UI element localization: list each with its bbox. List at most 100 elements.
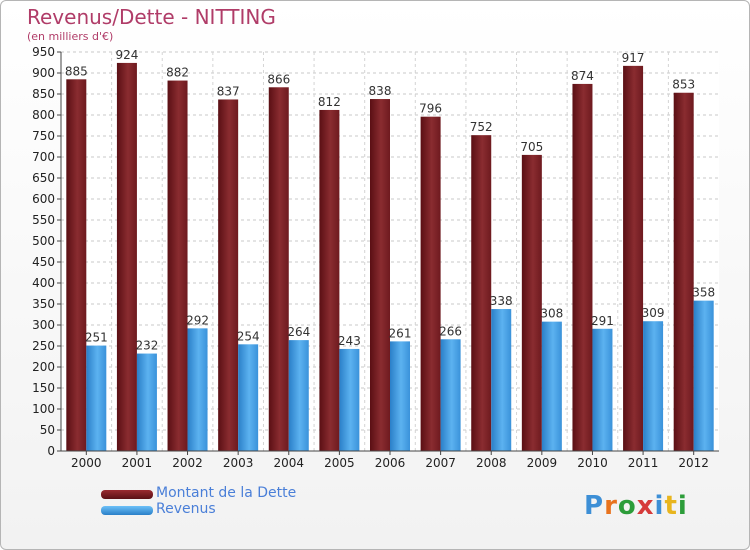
logo-letter: i (677, 491, 688, 521)
bar-dette (66, 79, 87, 452)
bars (66, 62, 714, 452)
y-tick-label: 950 (32, 45, 55, 59)
y-tick-label: 900 (32, 66, 55, 80)
value-label-revenus: 264 (287, 325, 310, 339)
bar-revenus (187, 328, 208, 451)
y-tick-label: 500 (32, 234, 55, 248)
bar-dette (268, 87, 289, 451)
y-tick-label: 100 (32, 402, 55, 416)
x-tick-label: 2012 (678, 456, 709, 470)
x-tick-label: 2011 (628, 456, 659, 470)
value-label-dette: 885 (65, 64, 88, 78)
y-tick-label: 50 (40, 423, 55, 437)
value-label-revenus: 358 (692, 286, 715, 300)
value-label-revenus: 338 (490, 294, 513, 308)
x-tick-label: 2001 (122, 456, 153, 470)
value-label-revenus: 261 (389, 326, 412, 340)
bar-revenus (440, 339, 461, 451)
bar-revenus (136, 353, 157, 451)
bar-revenus (693, 300, 714, 451)
value-label-revenus: 309 (642, 306, 665, 320)
y-tick-label: 650 (32, 171, 55, 185)
x-tick-label: 2010 (577, 456, 608, 470)
legend-label-revenus: Revenus (156, 501, 216, 517)
value-label-revenus: 254 (237, 329, 260, 343)
value-labels: 885 251 924 232 882 292 837 254 866 264 812 243 838 2… (65, 48, 715, 353)
logo-letter: t (664, 491, 678, 521)
legend-label-dette: Montant de la Dette (156, 485, 297, 501)
x-tick-label: 2004 (273, 456, 304, 470)
value-label-revenus: 292 (186, 313, 209, 327)
logo-letter: P (584, 491, 605, 521)
chart-title: Revenus/Dette - NITTING (27, 5, 276, 29)
y-tick-label: 800 (32, 108, 55, 122)
bar-revenus (390, 341, 410, 451)
bar-dette (623, 65, 644, 452)
y-tick-label: 400 (32, 276, 55, 290)
y-tick-label: 350 (32, 297, 55, 311)
bar-dette (420, 116, 441, 452)
bar-revenus (643, 321, 664, 451)
logo-letter: i (654, 491, 665, 521)
bar-revenus (491, 309, 512, 451)
y-tick-label: 300 (32, 318, 55, 332)
value-label-dette: 796 (419, 102, 442, 116)
value-label-dette: 853 (672, 78, 695, 92)
bar-dette (116, 62, 137, 452)
value-label-revenus: 243 (338, 334, 361, 348)
bar-dette (521, 154, 542, 451)
x-tick-label: 2006 (375, 456, 406, 470)
logo-letter: o (617, 491, 637, 521)
bar-dette (167, 80, 188, 451)
bar-revenus (592, 328, 613, 451)
y-tick-label: 450 (32, 255, 55, 269)
y-tick-label: 250 (32, 339, 55, 353)
x-tick-label: 2003 (223, 456, 254, 470)
y-tick-label: 0 (47, 444, 55, 458)
chart-subtitle: (en milliers d'€) (27, 30, 114, 43)
bar-dette (673, 92, 694, 452)
x-tick-label: 2000 (71, 456, 102, 470)
value-label-dette: 882 (166, 66, 189, 80)
value-label-dette: 812 (318, 95, 341, 109)
value-label-revenus: 266 (439, 324, 462, 338)
y-tick-label: 550 (32, 213, 55, 227)
x-tick-label: 2002 (172, 456, 203, 470)
y-tick-label: 600 (32, 192, 55, 206)
value-label-dette: 874 (571, 69, 594, 83)
proxiti-logo: Proxiti (584, 491, 688, 521)
bar-dette (572, 83, 593, 452)
x-tick-label: 2008 (476, 456, 507, 470)
value-label-revenus: 232 (135, 339, 158, 353)
y-tick-label: 850 (32, 87, 55, 101)
value-label-dette: 924 (115, 48, 138, 62)
axes: 0 50 100 150 200 250 300 350 400 450 500 550 600 650 7… (32, 45, 719, 470)
legend-swatch-dette (101, 490, 153, 499)
y-tick-label: 750 (32, 129, 55, 143)
value-label-dette: 837 (217, 84, 240, 98)
value-label-dette: 866 (267, 72, 290, 86)
bar-revenus (541, 321, 562, 451)
x-tick-label: 2005 (324, 456, 355, 470)
bar-revenus (86, 345, 107, 451)
y-tick-label: 200 (32, 360, 55, 374)
x-tick-label: 2009 (527, 456, 558, 470)
y-tick-label: 150 (32, 381, 55, 395)
bar-revenus (339, 348, 360, 451)
value-label-revenus: 291 (591, 314, 614, 328)
logo-letter: r (604, 491, 618, 521)
bar-revenus (238, 344, 259, 451)
logo-letter: x (636, 491, 655, 521)
value-label-dette: 752 (470, 120, 493, 134)
legend-swatch-revenus (101, 506, 153, 515)
value-label-revenus: 251 (85, 331, 108, 345)
x-tick-label: 2007 (425, 456, 456, 470)
bar-dette (319, 109, 340, 452)
bar-dette (218, 99, 239, 452)
bar-dette (370, 99, 390, 451)
value-label-revenus: 308 (540, 307, 563, 321)
bar-dette (471, 135, 492, 451)
value-label-dette: 838 (369, 84, 392, 98)
